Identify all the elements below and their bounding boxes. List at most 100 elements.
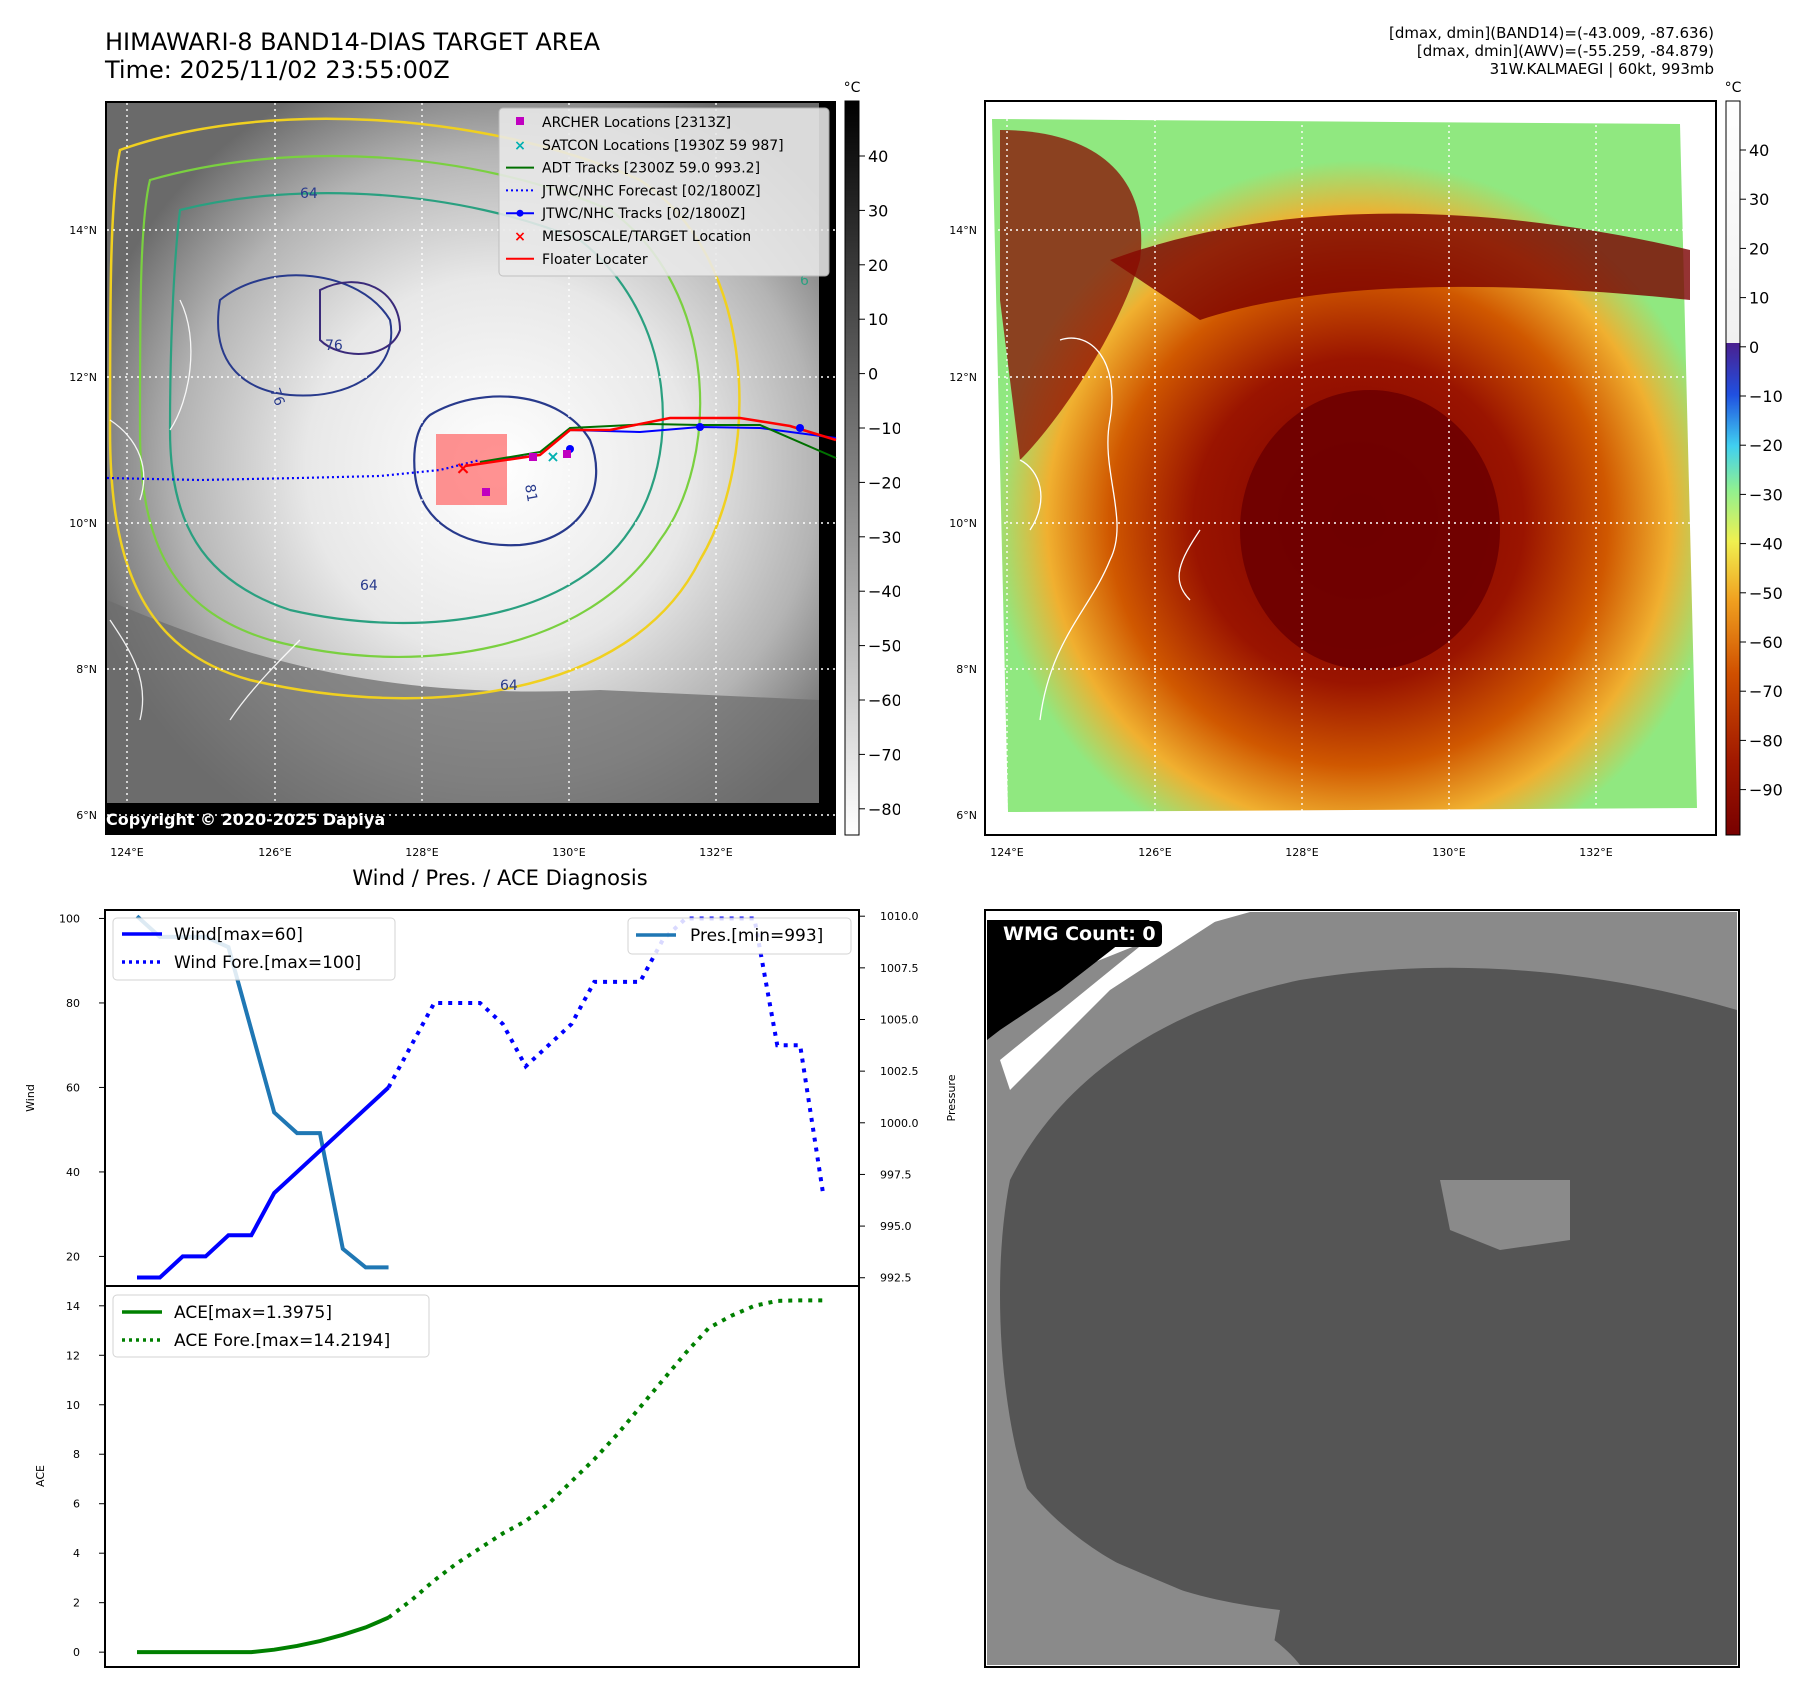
ace-tick-label: 14: [66, 1300, 80, 1313]
ir-coastlines: [109, 299, 301, 721]
awv-eye-region: [1240, 390, 1500, 670]
ace-forecast-line: [387, 1298, 823, 1620]
colorbar-tick-label: −70: [868, 745, 900, 764]
colorbar-tick-label: 0: [1749, 338, 1759, 357]
awv-lon-ticks: 124°E 126°E 128°E 130°E 132°E: [990, 846, 1612, 859]
awv-colorbar-unit: °C: [1725, 80, 1742, 96]
wind-tick-label: 60: [66, 1081, 80, 1094]
wind-tick-label: 40: [66, 1166, 80, 1179]
contour-labels: 64 76 76 81 64 64 6: [266, 186, 809, 694]
colorbar-tick-label: −90: [1749, 781, 1783, 800]
legend-label: SATCON Locations [1930Z 59 987]: [542, 138, 784, 154]
lat-tick: 12°N: [69, 371, 97, 384]
wind-line: [137, 1085, 390, 1280]
legend-label: JTWC/NHC Tracks [02/1800Z]: [541, 206, 745, 222]
info-line-2: [dmax, dmin](AWV)=(-55.259, -84.879): [1416, 42, 1714, 60]
jtwc-forecast-track: [106, 458, 481, 482]
colorbar-tick-label: 40: [1749, 141, 1769, 160]
ir-colorbar-ticks: 40 30 20 10 0 −10 −20 −30 −40 −50 −60 −70 −80: [859, 147, 900, 819]
pressure-tick-label: 1005.0: [880, 1013, 919, 1026]
pres-legend: Pres.[min=993]: [627, 917, 852, 955]
target-area-box: [436, 434, 507, 505]
legend-label: JTWC/NHC Forecast [02/1800Z]: [541, 183, 761, 199]
pressure-tick-label: 1007.5: [880, 962, 919, 975]
lat-tick: 6°N: [956, 809, 977, 822]
floater-locater-track: [464, 416, 837, 468]
lat-tick: 6°N: [76, 809, 97, 822]
lon-tick: 130°E: [1432, 846, 1465, 859]
pressure-axis-label: Pressure: [945, 1074, 958, 1121]
legend-marker: ×: [514, 138, 526, 154]
wmg-dark-region: [1000, 967, 1737, 1665]
info-block: [dmax, dmin](BAND14)=(-43.009, -87.636) …: [1389, 24, 1714, 78]
archer-marker-2: [563, 450, 571, 458]
wmg-white-band: [1000, 912, 1230, 1090]
colorbar-tick-label: −30: [1749, 485, 1783, 504]
colorbar-tick-label: 30: [1749, 190, 1769, 209]
colorbar-tick-label: −10: [868, 419, 900, 438]
wind-tick-label: 80: [66, 997, 80, 1010]
colorbar-tick-label: −20: [868, 473, 900, 492]
lon-tick: 128°E: [1285, 846, 1318, 859]
colorbar-tick-label: 20: [1749, 239, 1769, 258]
wind-tick-label: 20: [66, 1250, 80, 1263]
lon-tick: 126°E: [1138, 846, 1171, 859]
contour-label: 81: [521, 483, 540, 503]
wind-axis-label: Wind: [24, 1084, 37, 1112]
satcon-marker: ×: [546, 447, 559, 466]
legend-label: ACE Fore.[max=14.2194]: [174, 1331, 390, 1351]
colorbar-tick-label: −20: [1749, 436, 1783, 455]
colorbar-tick-label: −60: [1749, 633, 1783, 652]
pressure-tick-label: 995.0: [880, 1220, 912, 1233]
ace-tick-label: 0: [73, 1646, 80, 1659]
pressure-tick-label: 1002.5: [880, 1065, 919, 1078]
colorbar-tick-label: 0: [868, 365, 878, 384]
wmg-black-region: [987, 920, 1150, 1040]
ir-lon-ticks: 124°E 126°E 128°E 130°E 132°E: [110, 846, 732, 859]
lat-tick: 8°N: [76, 663, 97, 676]
contour-label: 76: [325, 338, 343, 354]
ir-map-panel: × × 64 76 76 81 64 64 6 ARCHER Locations…: [69, 80, 900, 859]
ir-lat-ticks: 14°N 12°N 10°N 8°N 6°N: [69, 224, 97, 822]
legend-marker: ×: [514, 229, 526, 245]
legend-label: ADT Tracks [2300Z 59.0 993.2]: [542, 161, 760, 177]
colorbar-tick-label: −10: [1749, 387, 1783, 406]
lat-tick: 8°N: [956, 663, 977, 676]
awv-colorbar-ticks: 40 30 20 10 0 −10 −20 −30 −40 −50 −60 −70 −80 −90: [1740, 141, 1783, 800]
lat-tick: 10°N: [69, 517, 97, 530]
colorbar-tick-label: −40: [868, 582, 900, 601]
lon-tick: 132°E: [1579, 846, 1612, 859]
ir-colorbar: [844, 100, 860, 836]
contour-label: 64: [360, 578, 378, 594]
colorbar-tick-label: −30: [868, 528, 900, 547]
lon-tick: 128°E: [405, 846, 438, 859]
archer-marker-3: [482, 488, 490, 496]
contour-label: 64: [500, 678, 518, 694]
ir-colorbar-unit: °C: [844, 80, 861, 96]
awv-lat-ticks: 14°N 12°N 10°N 8°N 6°N: [949, 224, 977, 822]
contour-label: 64: [300, 186, 318, 202]
archer-marker: [529, 453, 537, 461]
legend-label: Floater Locater: [542, 252, 648, 268]
legend-label: Wind Fore.[max=100]: [174, 953, 361, 973]
contour-label: 76: [266, 386, 287, 408]
ace-axis-label: ACE: [34, 1465, 47, 1487]
colorbar-tick-label: −80: [1749, 731, 1783, 750]
awv-colorbar: [1725, 100, 1741, 836]
ace-tick-label: 8: [73, 1448, 80, 1461]
legend-marker: [516, 209, 524, 217]
lat-tick: 14°N: [949, 224, 977, 237]
copyright-label: Copyright © 2020-2025 Dapiya: [106, 810, 386, 829]
colorbar-tick-label: −40: [1749, 535, 1783, 554]
ace-tick-label: 12: [66, 1349, 80, 1362]
legend-marker: [516, 117, 524, 125]
legend-label: ARCHER Locations [2313Z]: [542, 115, 731, 131]
ir-legend: ARCHER Locations [2313Z] × SATCON Location…: [498, 107, 830, 277]
diagnosis-title: Wind / Pres. / ACE Diagnosis: [352, 866, 648, 890]
colorbar-tick-label: −50: [868, 637, 900, 656]
colorbar-tick-label: 10: [1749, 289, 1769, 308]
ace-legend: ACE[max=1.3975] ACE Fore.[max=14.2194]: [112, 1294, 430, 1358]
wind-tick-label: 100: [59, 912, 80, 925]
legend-label: MESOSCALE/TARGET Location: [542, 229, 751, 245]
